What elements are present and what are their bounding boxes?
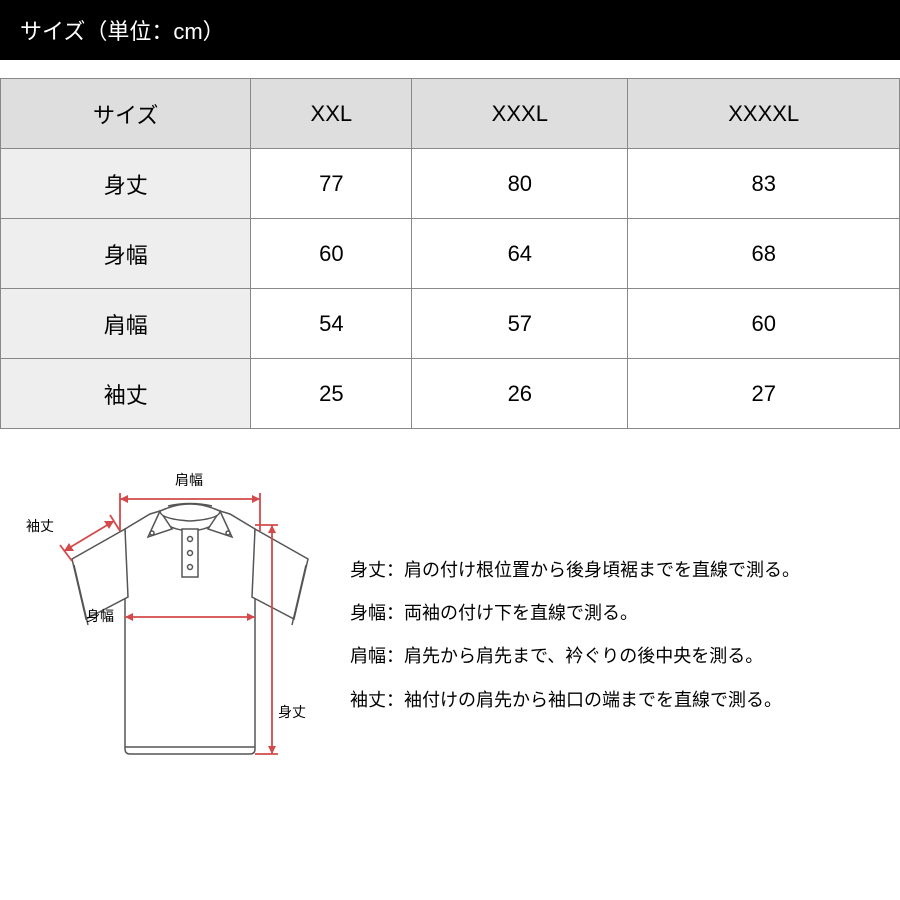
col-header: サイズ [1, 79, 251, 149]
table-row: 袖丈 25 26 27 [1, 359, 900, 429]
table-row: 身丈 77 80 83 [1, 149, 900, 219]
label-width: 身幅 [86, 608, 114, 624]
cell: 25 [251, 359, 412, 429]
shirt-diagram: 肩幅 袖丈 身幅 身丈 [20, 469, 340, 804]
size-table: サイズ XXL XXXL XXXXL 身丈 77 80 83 身幅 60 64 … [0, 78, 900, 429]
col-header: XXXXL [628, 79, 900, 149]
cell: 26 [412, 359, 628, 429]
definition-line: 身丈：肩の付け根位置から後身頃裾までを直線で測る。 [350, 549, 880, 592]
cell: 64 [412, 219, 628, 289]
shirt-svg: 肩幅 袖丈 身幅 身丈 [20, 469, 340, 799]
row-label: 身丈 [1, 149, 251, 219]
cell: 77 [251, 149, 412, 219]
definitions: 身丈：肩の付け根位置から後身頃裾までを直線で測る。 身幅：両袖の付け下を直線で測… [340, 469, 880, 804]
definition-line: 袖丈：袖付けの肩先から袖口の端までを直線で測る。 [350, 679, 880, 722]
cell: 57 [412, 289, 628, 359]
table-row: 身幅 60 64 68 [1, 219, 900, 289]
label-length: 身丈 [278, 704, 306, 720]
label-shoulder: 肩幅 [175, 472, 203, 488]
bottom-section: 肩幅 袖丈 身幅 身丈 身丈：肩の付け根位置から後身頃裾までを直線で測る。 身幅… [0, 469, 900, 804]
definition-line: 身幅：両袖の付け下を直線で測る。 [350, 592, 880, 635]
cell: 60 [628, 289, 900, 359]
definition-line: 肩幅：肩先から肩先まで、衿ぐりの後中央を測る。 [350, 635, 880, 678]
label-sleeve: 袖丈 [26, 518, 54, 534]
row-label: 袖丈 [1, 359, 251, 429]
page-title: サイズ（単位：cm） [0, 0, 900, 60]
col-header: XXL [251, 79, 412, 149]
table-row: 肩幅 54 57 60 [1, 289, 900, 359]
row-label: 身幅 [1, 219, 251, 289]
cell: 54 [251, 289, 412, 359]
col-header: XXXL [412, 79, 628, 149]
cell: 83 [628, 149, 900, 219]
cell: 80 [412, 149, 628, 219]
cell: 68 [628, 219, 900, 289]
cell: 27 [628, 359, 900, 429]
cell: 60 [251, 219, 412, 289]
table-header-row: サイズ XXL XXXL XXXXL [1, 79, 900, 149]
row-label: 肩幅 [1, 289, 251, 359]
